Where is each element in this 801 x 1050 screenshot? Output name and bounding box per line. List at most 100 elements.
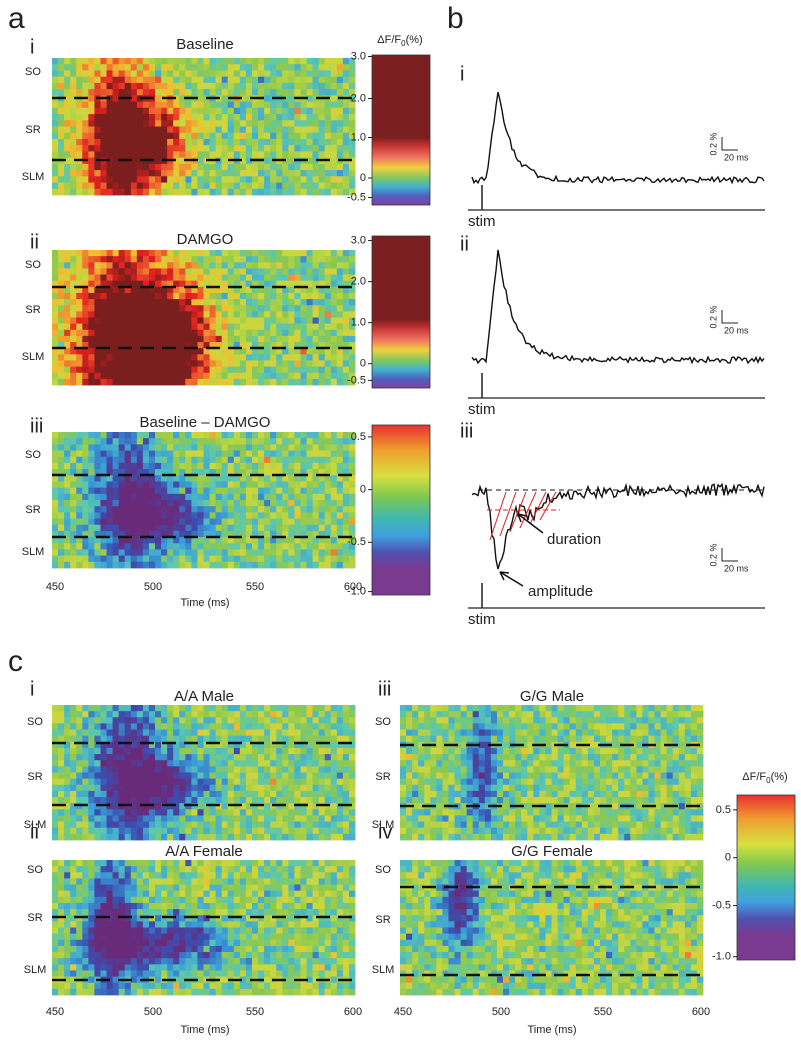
heatmap-cell bbox=[52, 256, 59, 263]
heatmap-cell bbox=[348, 884, 356, 892]
heatmap-cell bbox=[276, 821, 283, 829]
heatmap-cell bbox=[233, 354, 241, 361]
layer-label: SR bbox=[27, 771, 42, 783]
heatmap-cell bbox=[215, 797, 223, 804]
heatmap-cell bbox=[209, 366, 217, 374]
heatmap-cell bbox=[306, 114, 313, 121]
heatmap-cell bbox=[100, 884, 107, 892]
heatmap-cell bbox=[203, 860, 210, 867]
heatmap-cell bbox=[294, 432, 301, 439]
heatmap-cell bbox=[282, 741, 289, 749]
heatmap-cell bbox=[191, 70, 198, 78]
heatmap-cell bbox=[161, 292, 168, 300]
heatmap-cell bbox=[251, 518, 259, 526]
heatmap-cell bbox=[167, 317, 174, 325]
heatmap-cell bbox=[312, 530, 320, 538]
heatmap-cell bbox=[118, 101, 126, 109]
heatmap-cell bbox=[179, 360, 186, 367]
heatmap-cell bbox=[276, 64, 283, 71]
heatmap-cell bbox=[258, 163, 265, 171]
heatmap-cell bbox=[185, 909, 192, 916]
heatmap-cell bbox=[233, 493, 241, 501]
heatmap-cell bbox=[318, 705, 326, 712]
heatmap-cell bbox=[203, 432, 210, 439]
heatmap-cell bbox=[64, 469, 71, 476]
heatmap-cell bbox=[342, 833, 350, 841]
heatmap-cell bbox=[324, 256, 332, 263]
heatmap-cell bbox=[112, 772, 120, 780]
heatmap-cell bbox=[142, 163, 150, 171]
heatmap-cell bbox=[88, 803, 95, 810]
heatmap-cell bbox=[124, 555, 132, 563]
heatmap-cell bbox=[106, 138, 113, 146]
heatmap-cell bbox=[106, 754, 113, 761]
heatmap-cell bbox=[100, 305, 107, 312]
heatmap-cell bbox=[251, 280, 259, 288]
heatmap-cell bbox=[76, 354, 83, 361]
heatmap-cell bbox=[173, 292, 180, 300]
heatmap-cell bbox=[167, 107, 174, 115]
heatmap-cell bbox=[52, 432, 59, 439]
heatmap-cell bbox=[251, 915, 259, 922]
heatmap-cell bbox=[88, 760, 95, 767]
heatmap-cell bbox=[221, 292, 229, 300]
heatmap-cell bbox=[94, 378, 101, 386]
heatmap-cell bbox=[142, 286, 150, 294]
heatmap-cell bbox=[112, 329, 120, 337]
heatmap-cell bbox=[106, 107, 113, 115]
heatmap-cell bbox=[258, 555, 265, 563]
heatmap-cell bbox=[70, 549, 77, 557]
heatmap-cell bbox=[130, 705, 138, 712]
heatmap-cell bbox=[209, 262, 217, 269]
heatmap-cell bbox=[294, 170, 301, 177]
heatmap-cell bbox=[264, 506, 271, 513]
heatmap-cell bbox=[330, 323, 338, 331]
heatmap-cell bbox=[185, 790, 192, 798]
heatmap-cell bbox=[336, 432, 344, 439]
heatmap-cell bbox=[161, 760, 168, 767]
heatmap-cell bbox=[197, 138, 204, 146]
heatmap-cell bbox=[251, 790, 259, 798]
heatmap-cell bbox=[136, 902, 144, 910]
heatmap-cell bbox=[209, 772, 217, 780]
heatmap-cell bbox=[251, 711, 259, 718]
heatmap-cell bbox=[227, 444, 235, 451]
heatmap-cell bbox=[130, 790, 138, 798]
heatmap-cell bbox=[124, 329, 132, 337]
heatmap-cell bbox=[203, 827, 210, 835]
heatmap-cell bbox=[100, 760, 107, 767]
heatmap-cell bbox=[330, 723, 338, 730]
heatmap-cell bbox=[197, 729, 204, 737]
heatmap-cell bbox=[58, 348, 65, 355]
heatmap-cell bbox=[136, 909, 144, 916]
heatmap-cell bbox=[76, 784, 83, 792]
heatmap-cell bbox=[318, 717, 326, 724]
heatmap-cell bbox=[318, 138, 326, 146]
heatmap-cell bbox=[155, 114, 162, 121]
heatmap-cell bbox=[179, 348, 186, 355]
heatmap-cell bbox=[130, 821, 138, 829]
heatmap-cell bbox=[264, 797, 271, 804]
heatmap-cell bbox=[185, 372, 192, 380]
heatmap-cell bbox=[264, 323, 271, 331]
heatmap-cell bbox=[100, 378, 107, 386]
heatmap-cell bbox=[203, 815, 210, 822]
heatmap-cell bbox=[179, 537, 186, 544]
heatmap-cell bbox=[282, 878, 289, 885]
heatmap-cell bbox=[239, 268, 247, 275]
heatmap-cell bbox=[82, 772, 89, 780]
heatmap-cell bbox=[124, 176, 132, 183]
heatmap-cell bbox=[324, 280, 332, 288]
heatmap-cell bbox=[209, 462, 217, 470]
heatmap-cell bbox=[191, 506, 198, 513]
heatmap-cell bbox=[100, 58, 107, 65]
heatmap-cell bbox=[64, 543, 71, 550]
heatmap-cell bbox=[155, 827, 162, 835]
heatmap-cell bbox=[167, 311, 174, 318]
heatmap-cell bbox=[58, 462, 65, 470]
heatmap-cell bbox=[276, 305, 283, 312]
heatmap-cell bbox=[155, 878, 162, 885]
heatmap-cell bbox=[300, 723, 307, 730]
heatmap-cell bbox=[185, 902, 192, 910]
heatmap-cell bbox=[191, 487, 198, 495]
